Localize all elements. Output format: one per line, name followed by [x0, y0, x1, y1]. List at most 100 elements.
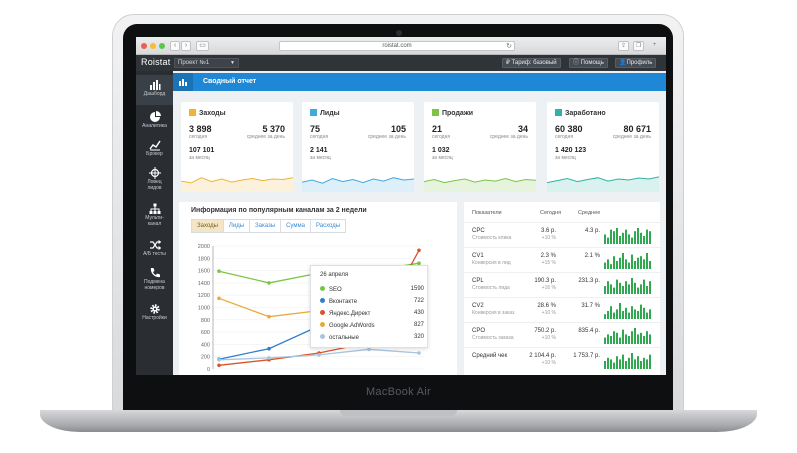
tab-expenses[interactable]: Расходы [315, 223, 341, 229]
data-point[interactable] [367, 347, 371, 352]
sparkline-area [302, 177, 414, 192]
metric-average: 2.1 % [584, 253, 600, 259]
metric-delta: +10 % [541, 360, 556, 366]
metric-subtitle: Стоимость лида [472, 285, 510, 291]
y-tick-label: 1400 [198, 281, 210, 287]
reload-icon[interactable]: ↻ [506, 43, 512, 50]
sidebar-toggle-icon[interactable]: ▭ [196, 41, 209, 51]
data-point[interactable] [267, 356, 271, 360]
metric-bar [646, 312, 648, 319]
y-tick-label: 1800 [198, 256, 210, 262]
metric-average: 31.7 % [581, 303, 600, 309]
data-point[interactable] [217, 269, 221, 274]
sidebar-item-settings[interactable]: Настройки [136, 303, 173, 322]
kpi-card-title-text: Заработано [565, 110, 606, 117]
sidebar-item-broker[interactable]: Брокер [136, 139, 173, 158]
sidebar-item-dashboard[interactable]: Дашборд [136, 75, 173, 105]
metric-bar-chart [604, 253, 651, 269]
table-row[interactable]: Средний чек 2 104.4 р. +10 % 1 753.7 р. [464, 347, 660, 372]
metric-today: 28.6 % [537, 303, 556, 309]
metric-name: CPL [472, 278, 484, 284]
table-row[interactable]: CV2 Конверсия в заказ 28.6 % +10 % 31.7 % [464, 297, 660, 322]
channels-panel-title: Информация по популярным каналам за 2 не… [191, 207, 367, 214]
metric-bar [613, 312, 615, 319]
y-tick-label: 0 [207, 367, 210, 373]
report-tab[interactable] [173, 73, 193, 91]
data-point[interactable] [417, 261, 421, 266]
metric-bar [646, 229, 648, 244]
kpi-avg-label: среднее за день [489, 134, 528, 140]
metric-name: CPC [472, 228, 485, 234]
share-icon[interactable]: ⇪ [618, 41, 629, 51]
gear-icon [149, 304, 160, 314]
data-point[interactable] [417, 248, 421, 253]
tab-visits[interactable]: Заходы [192, 220, 224, 232]
y-tick-label: 1600 [198, 269, 210, 275]
kpi-avg-value: 105 [390, 124, 406, 134]
kpi-card-earned: Заработано 60 380 сегодня 80 671 среднее… [547, 102, 659, 192]
tabs-icon[interactable]: ❐ [633, 41, 644, 51]
metric-bar [628, 357, 630, 369]
data-point[interactable] [267, 281, 271, 285]
sidebar-item-ab-tests[interactable]: А/Б тесты [136, 239, 173, 258]
forward-icon[interactable]: › [181, 41, 191, 51]
minimize-window-icon[interactable] [150, 43, 156, 49]
table-row[interactable]: CV1 Конверсия в лид 2.3 % +15 % 2.1 % [464, 247, 660, 272]
profile-button[interactable]: 👤Профиль [615, 58, 657, 68]
metric-bar [628, 336, 630, 344]
metric-bar [649, 354, 651, 369]
table-row[interactable]: CPL Стоимость лида 190.3 р. +16 % 231.3 р. [464, 272, 660, 297]
tooltip-row: Вконтакте 722 [320, 298, 424, 308]
help-label: Помощь [580, 60, 604, 66]
sidebar-item-call-tracking[interactable]: Подмена номеров [136, 267, 173, 291]
metric-bar [613, 231, 615, 244]
sidebar-item-lead-catcher[interactable]: Ловец лидов [136, 167, 173, 191]
kpi-avg-label: среднее за день [612, 134, 651, 140]
address-bar[interactable]: roistat.com ↻ [279, 41, 515, 51]
metric-bar [637, 287, 639, 294]
sidebar-item-multichannel[interactable]: Мульти-канал [136, 203, 173, 227]
kpi-card-title: Заходы [189, 109, 226, 117]
metric-bar [616, 228, 618, 244]
y-tick-label: 800 [201, 318, 210, 324]
metric-bar [613, 362, 615, 369]
metric-bar [640, 284, 642, 294]
help-button[interactable]: ⓘ Помощь [569, 58, 608, 68]
data-point[interactable] [217, 357, 221, 362]
metric-bar [616, 332, 618, 344]
metric-subtitle: Конверсия в заказ [472, 310, 515, 316]
pie-chart-icon [149, 111, 161, 122]
metric-bar [622, 286, 624, 294]
camera-dot [396, 30, 402, 36]
bar-chart-icon [179, 79, 187, 86]
metric-bar [619, 303, 621, 319]
metric-bar [649, 231, 651, 244]
table-row[interactable]: CPC Стоимость клика 3.6 р. +10 % 4.3 р. [464, 222, 660, 247]
sidebar-item-analytics[interactable]: Аналитика [136, 111, 173, 130]
project-select[interactable]: Проект №1 ▼ [174, 58, 239, 68]
data-point[interactable] [417, 351, 421, 355]
tab-sum[interactable]: Сумма [281, 220, 311, 232]
tab-leads[interactable]: Лиды [224, 220, 251, 232]
back-icon[interactable]: ‹ [170, 41, 180, 51]
tab-orders[interactable]: Заказы [250, 220, 282, 232]
tariff-button[interactable]: ₽ Тариф: базовый [502, 58, 561, 68]
metric-bar [649, 309, 651, 319]
close-window-icon[interactable] [141, 43, 147, 49]
maximize-window-icon[interactable] [159, 43, 165, 49]
metric-bar [607, 334, 609, 344]
data-point[interactable] [267, 314, 271, 319]
metric-subtitle: Стоимость клика [472, 235, 512, 241]
new-tab-icon[interactable]: + [652, 42, 657, 48]
data-point[interactable] [317, 353, 321, 357]
metric-delta: +10 % [541, 310, 556, 316]
metric-subtitle: Стоимость заказа [472, 335, 514, 341]
metric-bar [643, 336, 645, 344]
table-row[interactable]: CPO Стоимость заказа 750.2 р. +10 % 835.4 р. [464, 322, 660, 347]
data-point[interactable] [217, 296, 221, 301]
table-header-today: Сегодня [540, 210, 562, 216]
metric-bar [616, 261, 618, 269]
data-point[interactable] [217, 363, 221, 368]
data-point[interactable] [267, 346, 271, 351]
laptop-base [40, 410, 757, 432]
